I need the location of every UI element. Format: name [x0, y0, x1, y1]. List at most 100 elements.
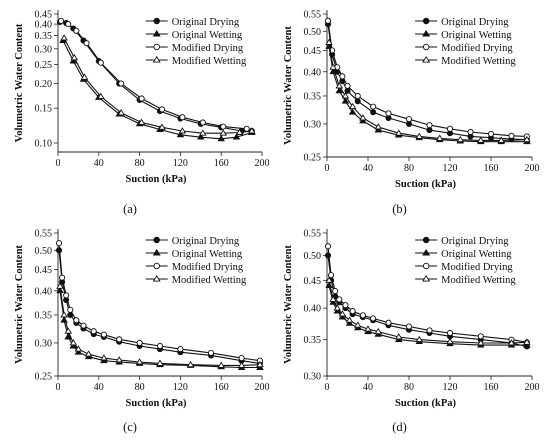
legend-item: Modified Drying	[145, 262, 244, 273]
legend-label: Modified Wetting	[441, 56, 516, 67]
legend-item: Original Drying	[415, 236, 509, 247]
legend-item: Original Wetting	[145, 248, 243, 260]
y-tick-label: 0.35	[35, 31, 53, 42]
data-point	[100, 331, 107, 338]
data-point	[135, 358, 144, 365]
legend-label: Original Drying	[441, 17, 509, 28]
data-point	[349, 308, 356, 315]
data-point	[158, 106, 166, 113]
legend-label: Original Wetting	[172, 249, 243, 260]
data-point	[158, 123, 166, 130]
data-point	[237, 361, 246, 368]
chart-panel-a: 0 40 80 120 160 2000.100.150.200.250.300.350.…	[14, 10, 270, 217]
data-point	[69, 339, 78, 346]
series-original-wetting	[325, 42, 531, 145]
x-tick-label: 0	[56, 158, 61, 169]
data-point	[354, 92, 361, 100]
data-point	[348, 102, 357, 110]
legend-label: Original Wetting	[172, 30, 243, 41]
y-tick-label: 0.35	[304, 335, 322, 346]
data-point	[186, 360, 195, 368]
legend-item: Original Wetting	[145, 30, 243, 41]
data-point	[100, 354, 108, 361]
y-tick-label: 0.30	[35, 338, 53, 349]
x-tick-label: 80	[404, 382, 414, 393]
data-point	[342, 302, 349, 309]
data-point	[487, 130, 495, 137]
legend-label: Original Drying	[172, 17, 240, 28]
x-tick-label: 0	[325, 163, 330, 174]
legend-label: Modified Wetting	[172, 275, 247, 286]
y-axis-title: Volumetric Water Content	[283, 26, 294, 145]
chart-panel-d: 0 40 80 120 160 200 0.30 0.35 0.40 0.45 0.50 0.55 Su…	[283, 229, 540, 435]
data-point	[364, 325, 372, 332]
legend-item: Original Wetting	[415, 249, 512, 260]
data-point	[196, 133, 205, 140]
y-tick-label: 0.50	[304, 27, 322, 38]
legend-label: Modified Drying	[172, 262, 244, 273]
legend-label: Original Drying	[441, 236, 509, 247]
data-point	[335, 82, 344, 89]
legend-marker	[153, 262, 160, 270]
x-axis-title: Suction (kPa)	[126, 174, 187, 185]
legend-label: Modified Drying	[441, 43, 513, 54]
data-point	[256, 360, 264, 368]
data-point	[325, 42, 333, 49]
data-point	[523, 135, 531, 143]
x-tick-label: 40	[363, 382, 373, 393]
data-point	[80, 322, 87, 329]
data-point	[394, 333, 403, 340]
y-tick-label: 0.30	[35, 44, 53, 55]
legend-label: Original Drying	[172, 236, 240, 247]
data-point	[507, 339, 516, 346]
data-point	[115, 356, 124, 363]
data-point	[332, 288, 339, 295]
data-point	[325, 276, 333, 283]
legend-marker	[152, 248, 161, 256]
legend-label: Original Wetting	[441, 249, 512, 260]
data-point	[329, 63, 337, 70]
x-tick-label: 160	[214, 382, 229, 393]
data-point	[74, 348, 83, 355]
legend-item: Original Drying	[145, 236, 240, 247]
data-point	[84, 350, 93, 357]
data-point	[508, 132, 515, 139]
data-point	[353, 321, 362, 328]
x-axis-title: Suction (kPa)	[395, 398, 456, 409]
data-point	[405, 323, 413, 330]
legend-marker	[422, 29, 431, 37]
x-tick-label: 200	[525, 163, 540, 174]
data-point	[220, 123, 227, 130]
y-axis-title: Volumetric Water Content	[14, 23, 25, 142]
data-point	[118, 80, 125, 87]
data-point	[345, 319, 354, 326]
data-point	[339, 73, 346, 80]
panel-label-a: (a)	[123, 202, 137, 216]
y-tick-label: 0.25	[35, 60, 53, 71]
data-point	[341, 92, 350, 99]
legend-marker	[153, 236, 160, 244]
y-tick-label: 0.30	[304, 119, 322, 130]
data-point	[137, 118, 146, 125]
y-tick-label: 0.45	[35, 265, 53, 276]
data-point	[341, 97, 350, 104]
legend-label: Modified Drying	[441, 262, 513, 273]
y-tick-label: 0.15	[35, 104, 53, 115]
data-point	[83, 40, 90, 47]
data-point	[138, 95, 145, 102]
data-point	[73, 317, 80, 324]
series-modified-wetting	[56, 282, 264, 368]
y-tick-label: 0.50	[35, 246, 53, 257]
data-point	[97, 92, 105, 99]
data-point	[329, 295, 337, 302]
data-point	[198, 129, 207, 136]
legend-marker	[152, 274, 161, 282]
data-point	[426, 122, 433, 129]
data-point	[523, 338, 531, 345]
data-point	[446, 337, 454, 345]
data-point	[65, 21, 72, 28]
legend-marker	[152, 55, 161, 63]
y-tick-label: 0.25	[304, 153, 322, 164]
data-point	[73, 27, 80, 34]
panel-label-d: (d)	[392, 420, 407, 434]
